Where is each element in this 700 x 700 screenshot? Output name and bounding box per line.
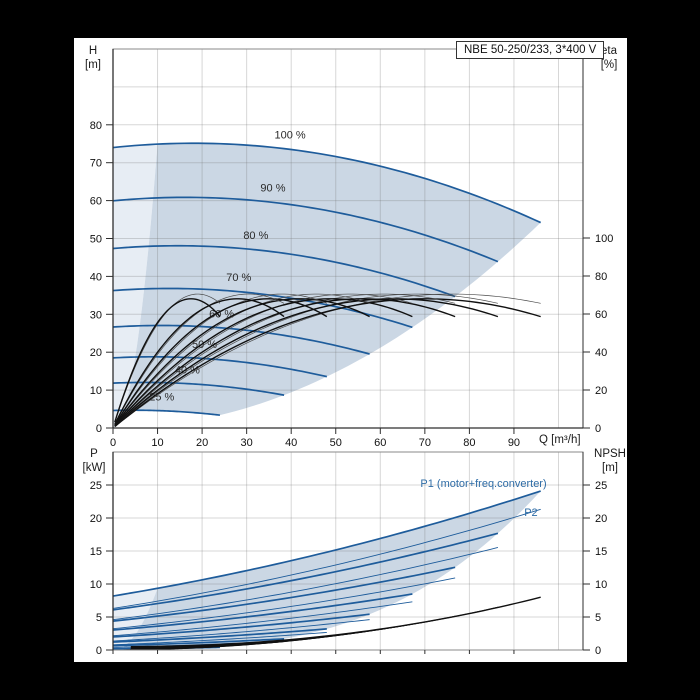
h-tick-label: 40 [90, 271, 102, 283]
eta-tick-label: 0 [595, 423, 601, 435]
eta-tick-label: 80 [595, 271, 607, 283]
h-tick-label: 60 [90, 196, 102, 208]
q-tick-label: 90 [508, 437, 520, 449]
speed-curve-label: 100 % [274, 130, 305, 142]
eta-tick-label: 60 [595, 309, 607, 321]
p1-curve-70 [112, 593, 413, 631]
npsh-tick-label: 0 [595, 645, 601, 657]
p-tick-label: 5 [96, 612, 102, 624]
p2-curve-label: P2 [524, 507, 537, 519]
p1-curve-label: P1 (motor+freq.converter) [420, 478, 546, 490]
speed-curve-90 [112, 196, 499, 263]
q-tick-label: 70 [419, 437, 431, 449]
p1-curve-60 [112, 613, 370, 638]
eta-axis-title: eta [%] [589, 44, 629, 72]
eta-total-curve-25 [114, 298, 221, 423]
p1-curve-40 [112, 638, 285, 647]
npsh-tick-label: 20 [595, 513, 607, 525]
speed-curve-40 [112, 381, 285, 396]
p-axis-name: P [90, 448, 98, 460]
q-tick-label: 60 [374, 437, 386, 449]
h-tick-label: 70 [90, 158, 102, 170]
q-tick-label: 0 [110, 437, 116, 449]
h-axis-name: H [88, 45, 98, 57]
p2-curve-80 [112, 577, 456, 630]
eta-total-curve-70 [114, 298, 413, 427]
p1-curve-80 [112, 566, 456, 622]
q-tick-label: 40 [285, 437, 297, 449]
eta-total-curve-50 [114, 298, 328, 426]
p2-curve-70 [112, 601, 413, 637]
q-tick-label: 30 [241, 437, 253, 449]
eta-total-curve-40 [114, 298, 285, 425]
speed-curve-label: 50 % [192, 339, 217, 351]
h-tick-label: 30 [90, 309, 102, 321]
h-tick-label: 10 [90, 385, 102, 397]
p-axis-title: P [kW] [79, 447, 109, 475]
h-tick-label: 20 [90, 347, 102, 359]
speed-curve-50 [112, 355, 328, 378]
p-tick-label: 10 [90, 579, 102, 591]
p2-curve-90 [112, 547, 499, 621]
npsh-axis-name: NPSH [594, 448, 626, 460]
q-axis-title: Q [m³/h] [539, 434, 581, 446]
npsh-axis-unit: [m] [602, 462, 618, 474]
eta-tick-label: 40 [595, 347, 607, 359]
p2-curve-60 [112, 619, 370, 642]
eta-axis-name: eta [601, 45, 617, 57]
p-tick-label: 0 [96, 645, 102, 657]
pump-model-title: NBE 50-250/233, 3*400 V [456, 41, 605, 59]
q-tick-label: 50 [330, 437, 342, 449]
eta-total-curve-90 [114, 298, 499, 427]
npsh-tick-label: 5 [595, 612, 601, 624]
p-tick-label: 15 [90, 546, 102, 558]
p1-curve-90 [112, 532, 499, 611]
h-tick-label: 80 [90, 120, 102, 132]
npsh-tick-label: 15 [595, 546, 607, 558]
speed-curve-80 [112, 244, 456, 298]
eta-total-curve-60 [114, 298, 370, 426]
q-tick-label: 20 [196, 437, 208, 449]
p2-curve-50 [112, 631, 327, 646]
p1-curve-100 [112, 490, 541, 597]
npsh-axis-title: NPSH [m] [589, 447, 631, 475]
h-tick-label: 50 [90, 234, 102, 246]
p2-curve-100 [112, 508, 541, 609]
npsh-tick-label: 25 [595, 480, 607, 492]
q-tick-label: 80 [463, 437, 475, 449]
operating-envelope-fill [113, 143, 541, 428]
power-envelope-fill [113, 491, 541, 650]
eta-axis-unit: [%] [600, 59, 618, 71]
p-tick-label: 25 [90, 480, 102, 492]
eta-tick-label: 20 [595, 385, 607, 397]
p-axis-unit: [kW] [82, 462, 106, 474]
h-axis-title: H [m] [78, 44, 108, 72]
p1-curve-50 [112, 628, 327, 643]
h-axis-unit: [m] [85, 59, 101, 71]
eta-total-curve-80 [114, 298, 456, 427]
npsh-tick-label: 10 [595, 579, 607, 591]
q-tick-label: 10 [151, 437, 163, 449]
speed-curve-label: 90 % [260, 183, 285, 195]
h-tick-label: 0 [96, 423, 102, 435]
eta-total-curve-100 [114, 298, 541, 428]
speed-curve-label: 80 % [243, 230, 268, 242]
speed-curve-label: 70 % [226, 272, 251, 284]
p-tick-label: 20 [90, 513, 102, 525]
speed-curve-100 [112, 142, 542, 224]
eta-tick-label: 100 [595, 233, 613, 245]
